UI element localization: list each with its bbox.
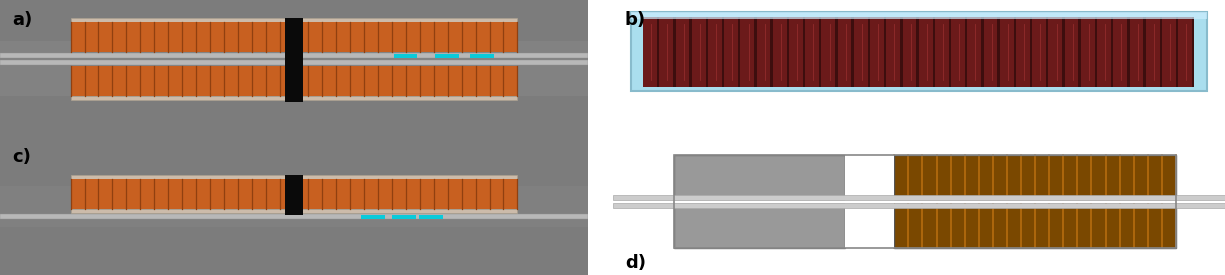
Text: c): c) (12, 148, 31, 166)
Bar (1033, 16, 1046, 87)
Bar (643, 16, 657, 87)
Bar (1016, 16, 1030, 87)
Bar (1145, 16, 1160, 87)
Bar (470, 54, 494, 58)
Bar (71, 22, 517, 52)
Bar (1065, 16, 1078, 87)
Bar (631, 12, 1207, 91)
Bar (285, 175, 303, 214)
Text: b): b) (625, 11, 646, 29)
Bar (674, 155, 845, 199)
Bar (1049, 16, 1062, 87)
Bar (822, 16, 835, 87)
Text: d): d) (625, 254, 646, 272)
Bar (674, 155, 1176, 248)
Bar (708, 16, 722, 87)
Bar (612, 203, 1225, 208)
Bar (435, 54, 458, 58)
Bar (0, 41, 588, 96)
Bar (674, 204, 845, 248)
Bar (71, 18, 517, 22)
Bar (1129, 16, 1143, 87)
Bar (838, 16, 851, 87)
Bar (894, 204, 1176, 248)
Bar (894, 155, 1176, 199)
Bar (71, 179, 517, 209)
Bar (692, 16, 706, 87)
Bar (757, 16, 771, 87)
Bar (951, 16, 965, 87)
Bar (903, 16, 916, 87)
Bar (740, 16, 755, 87)
Bar (870, 16, 884, 87)
Bar (845, 155, 894, 248)
Bar (984, 16, 997, 87)
Bar (285, 18, 303, 102)
Bar (854, 16, 867, 87)
Bar (394, 54, 418, 58)
Bar (419, 214, 442, 219)
Bar (71, 96, 517, 100)
Bar (968, 16, 981, 87)
Bar (361, 214, 385, 219)
Bar (1178, 16, 1192, 87)
Text: a): a) (12, 11, 32, 29)
Bar (659, 16, 673, 87)
Bar (894, 204, 1176, 248)
Bar (71, 66, 517, 96)
Bar (631, 12, 1207, 19)
Bar (0, 53, 588, 59)
Bar (894, 155, 1176, 199)
Bar (935, 16, 948, 87)
Bar (612, 195, 1225, 200)
Bar (789, 16, 802, 87)
Bar (1080, 16, 1095, 87)
Bar (887, 16, 900, 87)
Bar (0, 60, 588, 65)
Bar (1098, 16, 1111, 87)
Bar (1000, 16, 1013, 87)
Bar (71, 175, 517, 179)
Bar (71, 209, 517, 213)
Bar (0, 186, 588, 227)
Bar (773, 16, 786, 87)
Bar (724, 16, 737, 87)
Bar (643, 16, 1194, 87)
Bar (805, 16, 820, 87)
Bar (0, 214, 588, 219)
Bar (919, 16, 932, 87)
Bar (392, 214, 415, 219)
Bar (1163, 16, 1176, 87)
Bar (1114, 16, 1127, 87)
Bar (675, 16, 690, 87)
